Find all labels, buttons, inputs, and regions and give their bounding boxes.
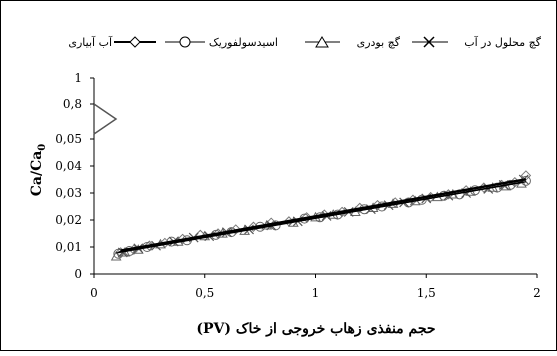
y-tick-label: 0,05 [55,132,82,146]
y-tick-label: 1 [74,71,82,85]
x-marker-icon [423,36,435,48]
legend-item-sulfuric-acid: اسیدسولفوریک [165,36,278,49]
x-tick-label: 2 [533,286,541,300]
legend-label-sulfuric-acid: اسیدسولفوریک [209,36,278,49]
diamond-marker-icon [129,36,141,48]
legend-label-powdered-gypsum: گچ بودری [357,36,401,49]
circle-marker-icon [179,36,191,48]
x-tick-label: 1 [312,286,320,300]
y-tick-label: 0,04 [55,159,82,173]
data-point-circle [113,248,124,259]
y-axis-title-subscript: 0 [37,144,48,151]
legend-item-dissolved-gypsum: گچ محلول در آب [412,35,542,49]
legend-item-powdered-gypsum: گچ بودری [305,36,401,49]
data-point-diamond [354,202,366,214]
x-axis-title: حجم منفذی زهاب خروجی از خاک (PV) [196,321,435,337]
y-tick-label: 0,03 [55,186,82,200]
x-tick-label: 0 [90,286,98,300]
trend-lines [116,178,527,254]
axis-break-icon [93,103,118,135]
y-tick-label: 0,02 [55,213,82,227]
y-axis-title-main: Ca/Ca [29,151,45,197]
x-ticks: 0 0,5 1 1,5 2 [90,274,541,300]
y-tick-label: 0,01 [55,240,82,254]
legend-item-irrigation-water: آب آبیاری [68,35,156,49]
triangle-marker-icon [315,36,329,48]
y-axis-title-group: Ca/Ca0 [29,144,48,197]
data-point-diamond [248,221,259,232]
data-point-diamond [177,233,188,245]
y-tick-label: 0 [74,267,82,281]
y-axis-title: Ca/Ca0 [29,144,48,197]
y-ticks: 0 0,01 0,02 0,03 0,04 0,05 0,8 1 [55,71,94,281]
trend-line [122,181,524,252]
legend: آب آبیاری اسیدسولفوریک گچ بودری گچ محلول… [68,35,541,49]
legend-label-dissolved-gypsum: گچ محلول در آب [464,35,542,49]
y-tick-label: 0,8 [63,97,82,111]
data-point-diamond [301,212,312,223]
x-tick-label: 1,5 [417,286,436,300]
trend-line [120,178,527,252]
legend-label-irrigation-water: آب آبیاری [68,35,113,49]
x-tick-label: 0,5 [195,286,214,300]
